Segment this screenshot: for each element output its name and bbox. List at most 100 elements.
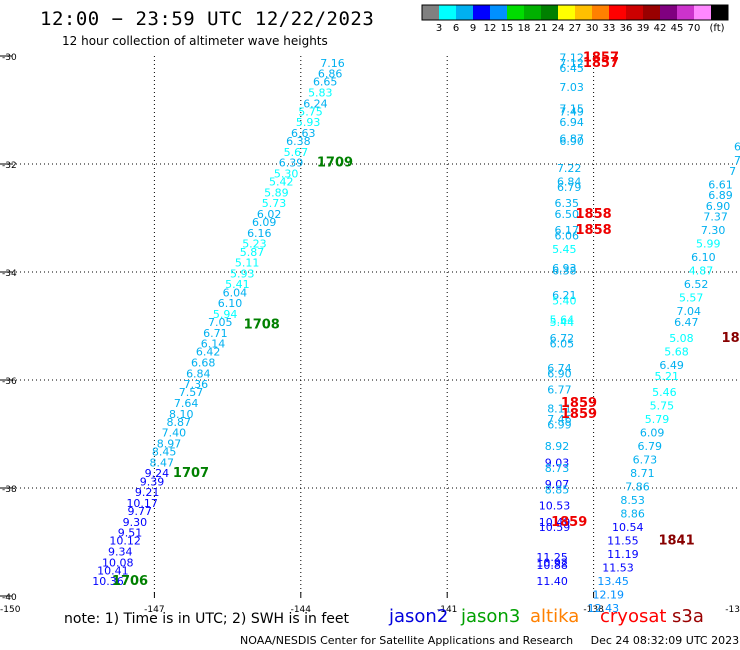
swh-value: 6.93 <box>552 262 577 275</box>
swh-value: 6.09 <box>252 216 277 229</box>
swh-value: 7.05 <box>208 316 233 329</box>
colorbar-swatch <box>609 5 627 20</box>
swh-value: 5.46 <box>652 386 677 399</box>
legend-jason2: jason2 <box>389 606 449 627</box>
swh-value: 6.79 <box>557 181 582 194</box>
x-tick-label: -147 <box>144 605 164 615</box>
swh-value: 6.21 <box>552 289 577 302</box>
swh-value: 12.19 <box>592 589 624 602</box>
swh-value: 6.02 <box>257 208 282 221</box>
colorbar-swatch <box>626 5 644 20</box>
colorbar-swatch <box>643 5 661 20</box>
swh-value: 6.06 <box>555 230 580 243</box>
swh-value: 11.40 <box>536 575 568 588</box>
swh-value: 8.47 <box>149 456 174 469</box>
swh-value: 5.11 <box>235 257 260 270</box>
y-tick-label: -30 <box>2 53 17 63</box>
swh-value: 8.97 <box>157 438 182 451</box>
colorbar-label: 36 <box>620 23 633 34</box>
swh-value: 10.41 <box>97 564 129 577</box>
swh-value: 7.57 <box>179 386 204 399</box>
x-tick-label: -138 <box>583 605 604 615</box>
colorbar-label: 33 <box>603 23 616 34</box>
swh-value: 7.03 <box>559 81 584 94</box>
footer-note: note: 1) Time is in UTC; 2) SWH is in fe… <box>64 611 350 627</box>
swh-value: 5.93 <box>296 116 321 129</box>
y-tick-label: -40 <box>2 593 17 603</box>
swh-value: 7.37 <box>703 211 728 224</box>
colorbar-swatch <box>660 5 678 20</box>
swh-value: 6.90 <box>547 367 572 380</box>
colorbar-unit: (ft) <box>709 23 724 34</box>
swh-value: 7.86 <box>625 481 650 494</box>
swh-value: 9.24 <box>145 467 170 480</box>
pass-time-label: 1857 <box>583 56 619 71</box>
colorbar-swatch <box>592 5 610 20</box>
swh-value: 5.42 <box>269 176 294 189</box>
swh-value: 5.57 <box>679 292 704 305</box>
swh-value: 9.03 <box>545 456 570 469</box>
swh-value: 6.14 <box>201 338 226 351</box>
swh-value: 6.72 <box>550 332 575 345</box>
swh-value: 5.75 <box>650 400 675 413</box>
colorbar-swatch <box>507 5 525 20</box>
swh-value: 7.40 <box>162 427 187 440</box>
swh-value: 6.16 <box>247 227 272 240</box>
swh-value: 6.90 <box>706 200 731 213</box>
swh-value: 6.94 <box>559 116 584 129</box>
swh-value: 9.51 <box>118 527 143 540</box>
colorbar-label: 42 <box>654 23 667 34</box>
swh-value: 5.64 <box>550 313 575 326</box>
swh-value: 13.45 <box>597 575 629 588</box>
swh-value: 7.36 <box>184 378 209 391</box>
pass-time-label: 1859 <box>561 396 597 411</box>
swh-value: 6.49 <box>659 359 684 372</box>
swh-value: 6.71 <box>203 327 228 340</box>
swh-value: 10.59 <box>539 521 571 534</box>
swh-value: 6.10 <box>218 297 243 310</box>
pass-time-label: 1841 <box>658 534 694 549</box>
swh-value: 8.45 <box>152 446 177 459</box>
legend-altika: altika <box>530 606 580 627</box>
swh-value: 8.85 <box>545 483 570 496</box>
pass-time-label: 1706 <box>112 574 148 589</box>
swh-value: 6.52 <box>684 278 709 291</box>
colorbar-label: 21 <box>535 23 548 34</box>
swh-value: 6.73 <box>633 454 658 467</box>
swh-value: 9.77 <box>128 505 153 518</box>
pass-time-label: 1709 <box>317 156 353 171</box>
swh-value: 6.05 <box>550 338 575 351</box>
swh-value: 6.61 <box>708 178 733 191</box>
colorbar-label: 39 <box>637 23 650 34</box>
colorbar-label: 24 <box>552 23 565 34</box>
swh-value: 10.54 <box>612 521 644 534</box>
swh-value: 5.44 <box>550 316 575 329</box>
swh-value: 6.89 <box>708 189 733 202</box>
pass-time-label: 1857 <box>583 50 619 65</box>
swh-value: 7.64 <box>174 397 199 410</box>
swh-value: 6.17 <box>555 224 580 237</box>
swh-value: 8.53 <box>620 494 645 507</box>
pass-time-label: 1858 <box>576 207 612 222</box>
chart-title: 12:00 − 23:59 UTC 12/22/2023 <box>40 8 375 30</box>
pass-time-label: 1859 <box>551 515 587 530</box>
swh-value: 8.11 <box>547 402 572 415</box>
swh-value: 5.68 <box>664 346 689 359</box>
swh-value: 10.36 <box>92 575 124 588</box>
swh-value: 5.30 <box>274 168 299 181</box>
swh-value: 5.83 <box>308 87 333 100</box>
swh-value: 5.23 <box>242 238 267 251</box>
swh-value: 6.42 <box>196 346 221 359</box>
swh-value: 8.87 <box>167 416 192 429</box>
colorbar-swatch <box>694 5 712 20</box>
y-tick-label: -38 <box>2 485 17 495</box>
swh-value: 6 <box>734 141 740 154</box>
colorbar-label: 3 <box>436 23 442 34</box>
colorbar-label: 30 <box>586 23 599 34</box>
x-tick-label: -144 <box>291 605 312 615</box>
swh-value: 6.65 <box>313 76 338 89</box>
colorbar-swatch <box>422 5 440 20</box>
swh-value: 7 <box>734 154 740 167</box>
swh-value: 12.43 <box>588 602 620 615</box>
colorbar-label: 6 <box>453 23 459 34</box>
